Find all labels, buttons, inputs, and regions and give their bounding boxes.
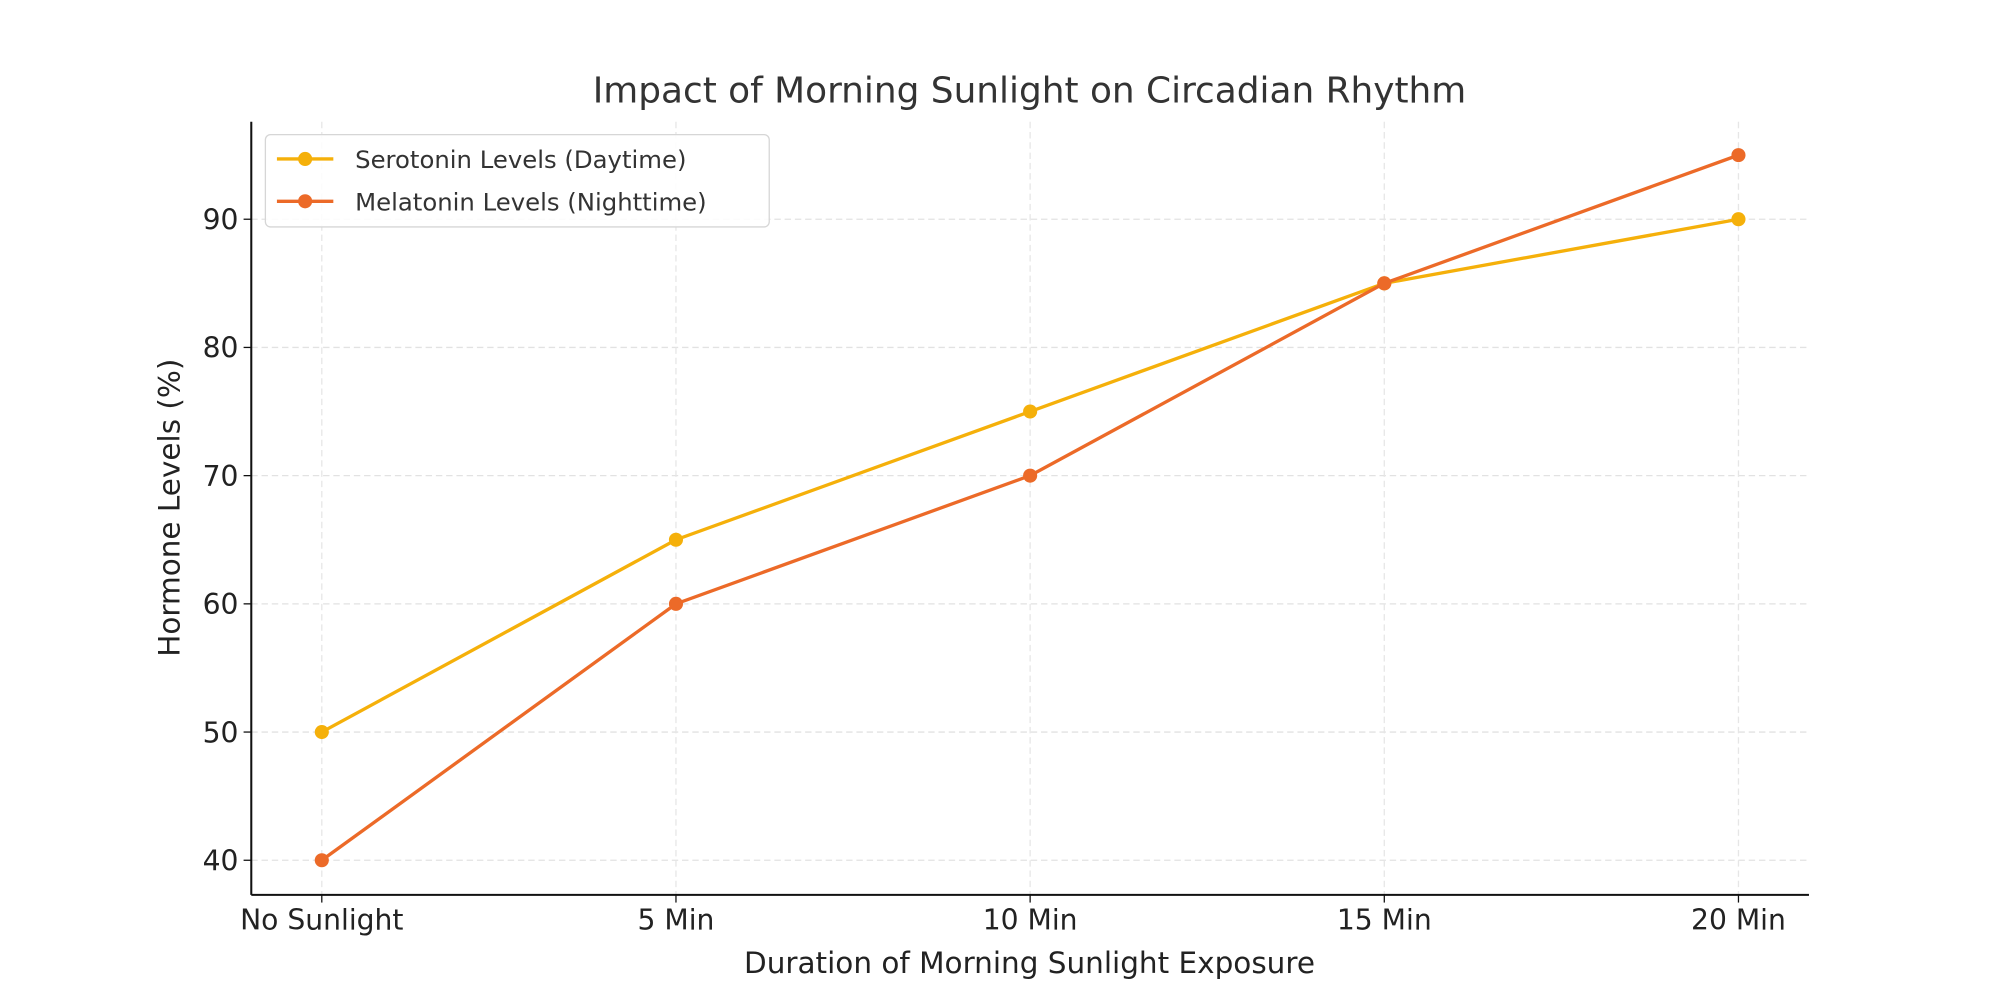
y-axis-label: Hormone Levels (%): [152, 359, 186, 657]
y-tick-label: 40: [203, 845, 239, 878]
data-point: [1731, 212, 1746, 227]
x-axis-label: Duration of Morning Sunlight Exposure: [744, 946, 1315, 980]
grid: [251, 121, 1809, 895]
y-tick-label: 70: [203, 460, 239, 493]
legend-box: [264, 133, 770, 228]
ticks: 40 50 60 70 80 90 No Sunlight 5 Min 10 Min 15 Min…: [203, 203, 1786, 936]
chart-title: Impact of Morning Sunlight on Circadian …: [593, 71, 1467, 112]
data-point: [1377, 276, 1392, 291]
data-point: [668, 532, 684, 547]
x-tick-label: 15 Min: [1337, 903, 1432, 936]
legend-marker: [298, 194, 313, 209]
legend-label: Melatonin Levels (Nighttime): [355, 187, 707, 216]
data-point: [1731, 148, 1746, 163]
data-point: [314, 725, 329, 740]
y-tick-label: 90: [203, 203, 239, 236]
x-tick-label: 10 Min: [983, 903, 1078, 936]
data-point: [314, 853, 329, 868]
data-point: [668, 596, 684, 611]
x-tick-label: 20 Min: [1691, 903, 1786, 936]
y-tick-label: 80: [203, 332, 239, 365]
data-point: [1023, 404, 1038, 419]
series-layer: [314, 148, 1746, 868]
y-tick-label: 60: [203, 588, 239, 621]
legend-label: Serotonin Levels (Daytime): [355, 145, 686, 174]
legend-marker: [298, 151, 313, 167]
y-tick-label: 50: [203, 716, 239, 749]
data-point: [1023, 468, 1038, 483]
x-tick-label: 5 Min: [638, 903, 715, 936]
legend: Serotonin Levels (Daytime) Melatonin Leve…: [264, 133, 770, 228]
x-tick-label: No Sunlight: [240, 903, 403, 936]
